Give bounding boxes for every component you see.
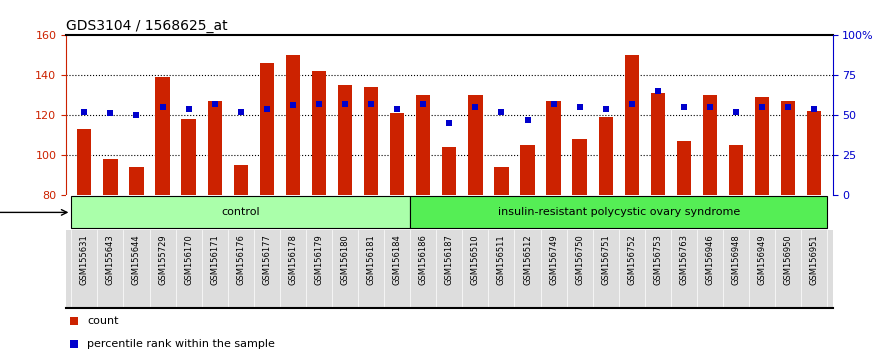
- Bar: [573, 139, 587, 195]
- Bar: [130, 167, 144, 195]
- Text: GSM156946: GSM156946: [706, 234, 714, 285]
- Bar: [71, 196, 411, 228]
- Bar: [416, 95, 431, 195]
- Text: GSM156178: GSM156178: [288, 234, 298, 285]
- Text: GSM155729: GSM155729: [158, 234, 167, 285]
- Text: GSM156511: GSM156511: [497, 234, 506, 285]
- Bar: [781, 101, 796, 195]
- Bar: [260, 63, 274, 195]
- Text: GSM156512: GSM156512: [523, 234, 532, 285]
- Text: GSM156951: GSM156951: [810, 234, 818, 285]
- Bar: [521, 145, 535, 195]
- Bar: [337, 85, 352, 195]
- Text: GSM155631: GSM155631: [80, 234, 89, 285]
- Bar: [285, 55, 300, 195]
- Bar: [103, 159, 117, 195]
- Bar: [78, 129, 92, 195]
- Text: control: control: [221, 207, 260, 217]
- Bar: [494, 167, 508, 195]
- Text: GSM156179: GSM156179: [315, 234, 323, 285]
- Text: GSM156176: GSM156176: [236, 234, 245, 285]
- Text: GSM156184: GSM156184: [393, 234, 402, 285]
- Bar: [598, 117, 613, 195]
- Text: GSM156171: GSM156171: [211, 234, 219, 285]
- Text: GSM156186: GSM156186: [418, 234, 428, 285]
- Bar: [155, 77, 170, 195]
- Bar: [703, 95, 717, 195]
- Bar: [546, 101, 561, 195]
- Bar: [208, 101, 222, 195]
- Bar: [364, 87, 378, 195]
- Bar: [625, 55, 639, 195]
- Text: GSM156749: GSM156749: [549, 234, 558, 285]
- Bar: [677, 141, 691, 195]
- Text: percentile rank within the sample: percentile rank within the sample: [87, 339, 275, 349]
- Bar: [755, 97, 769, 195]
- Bar: [233, 165, 248, 195]
- Bar: [312, 71, 326, 195]
- Text: GSM156950: GSM156950: [784, 234, 793, 285]
- Text: GSM156177: GSM156177: [263, 234, 271, 285]
- Text: GSM156750: GSM156750: [575, 234, 584, 285]
- Text: GSM155643: GSM155643: [106, 234, 115, 285]
- Bar: [651, 93, 665, 195]
- Text: GSM156763: GSM156763: [679, 234, 688, 285]
- Text: GSM155644: GSM155644: [132, 234, 141, 285]
- Bar: [442, 147, 456, 195]
- Text: GSM156170: GSM156170: [184, 234, 193, 285]
- Text: GSM156948: GSM156948: [731, 234, 741, 285]
- Bar: [181, 119, 196, 195]
- Text: GSM156180: GSM156180: [341, 234, 350, 285]
- Bar: [390, 113, 404, 195]
- Text: count: count: [87, 316, 119, 326]
- Bar: [807, 111, 821, 195]
- Text: GDS3104 / 1568625_at: GDS3104 / 1568625_at: [66, 19, 227, 33]
- Text: GSM156751: GSM156751: [601, 234, 611, 285]
- Text: GSM156753: GSM156753: [654, 234, 663, 285]
- Text: GSM156510: GSM156510: [470, 234, 480, 285]
- Bar: [729, 145, 744, 195]
- Text: GSM156949: GSM156949: [758, 234, 766, 285]
- Text: insulin-resistant polycystic ovary syndrome: insulin-resistant polycystic ovary syndr…: [498, 207, 740, 217]
- Text: GSM156187: GSM156187: [445, 234, 454, 285]
- Bar: [468, 95, 483, 195]
- Bar: [411, 196, 827, 228]
- Text: GSM156752: GSM156752: [627, 234, 636, 285]
- Text: GSM156181: GSM156181: [366, 234, 375, 285]
